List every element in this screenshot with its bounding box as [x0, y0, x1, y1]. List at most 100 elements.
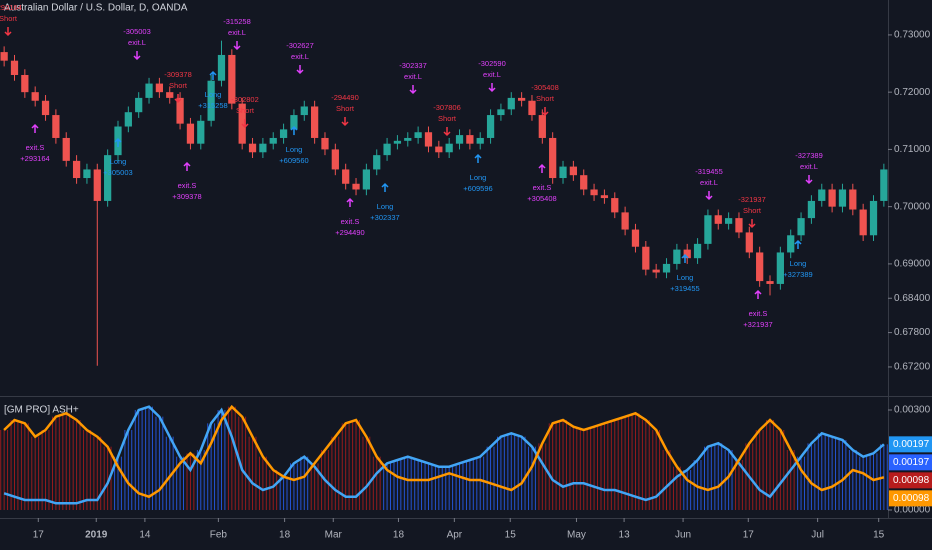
- candle-body: [455, 135, 464, 144]
- candle-body: [279, 129, 288, 138]
- candle-body: [818, 189, 826, 201]
- candle-body: [41, 100, 50, 116]
- trade-arrow: [346, 197, 354, 207]
- x-tick-label: Mar: [325, 530, 343, 541]
- trade-arrow: [241, 119, 249, 129]
- y-tick-label: 0.68400: [894, 293, 931, 304]
- price-badge-label: 0.00098: [893, 493, 930, 504]
- x-tick-label: 15: [505, 530, 517, 541]
- trade-label: +293164: [20, 154, 49, 163]
- trade-label: Long: [677, 273, 694, 282]
- price-badge: [889, 472, 932, 489]
- price-badge-label: 0.00197: [893, 457, 930, 468]
- trade-label: Short: [438, 114, 457, 123]
- x-tick-label: 18: [393, 530, 405, 541]
- candle-body: [528, 100, 536, 116]
- candle-body: [352, 183, 360, 190]
- candle-body: [766, 281, 774, 284]
- candle-body: [155, 83, 164, 93]
- candle-body: [486, 115, 495, 138]
- trade-arrow: [748, 219, 756, 229]
- trade-label: -293164: [0, 3, 22, 12]
- candle-body: [807, 200, 816, 219]
- x-tick-label: 17: [743, 530, 755, 541]
- candle-body: [362, 169, 370, 190]
- trade-label: -294490: [331, 93, 359, 102]
- trade-label: exit.S: [26, 143, 45, 152]
- trade-arrow: [4, 27, 12, 37]
- candle-body: [197, 120, 205, 144]
- candle-body: [724, 218, 733, 224]
- candle-body: [880, 169, 888, 201]
- trade-label: +315258: [198, 101, 227, 110]
- price-badge: [889, 454, 932, 471]
- candle-body: [331, 149, 339, 170]
- candle-body: [72, 160, 81, 179]
- candle-body: [445, 143, 453, 153]
- candle-body: [497, 109, 505, 116]
- y-tick-label: 0.73000: [894, 30, 931, 41]
- candle-body: [259, 143, 267, 153]
- x-tick-label: 18: [279, 530, 291, 541]
- candle-body: [290, 115, 298, 130]
- trade-label: +305003: [103, 168, 132, 177]
- candle-body: [62, 137, 70, 161]
- trade-label: exit.S: [533, 183, 552, 192]
- x-tick-label: Apr: [447, 530, 463, 541]
- candle-body: [52, 115, 60, 138]
- trade-label: +305408: [527, 194, 556, 203]
- trade-label: +302337: [370, 213, 399, 222]
- trade-label: exit.L: [128, 38, 146, 47]
- candle-body: [21, 74, 29, 93]
- candle-body: [228, 54, 236, 104]
- candle-body: [735, 218, 743, 233]
- trade-label: -302627: [286, 41, 314, 50]
- trade-label: -307806: [433, 103, 461, 112]
- y-tick-label: 0.71000: [894, 144, 931, 155]
- trade-label: -302337: [399, 61, 427, 70]
- candle-body: [507, 97, 515, 110]
- trade-label: exit.L: [700, 178, 718, 187]
- candle-body: [414, 132, 422, 138]
- trade-label: Long: [110, 157, 127, 166]
- trade-arrow: [114, 137, 122, 147]
- trade-label: -315258: [223, 17, 251, 26]
- y-tick-label: 0.70000: [894, 201, 931, 212]
- trade-arrow: [705, 191, 713, 201]
- trade-arrow: [409, 85, 417, 95]
- candle-body: [93, 169, 101, 201]
- trade-arrow: [133, 51, 141, 61]
- trade-label: exit.S: [749, 309, 768, 318]
- trade-arrow: [296, 65, 304, 75]
- candle-body: [683, 249, 691, 259]
- trade-label: +294490: [335, 228, 364, 237]
- candle-body: [10, 60, 19, 75]
- candle-body: [393, 140, 402, 144]
- candle-body: [704, 215, 712, 244]
- y-tick-label: 0.00000: [894, 505, 931, 516]
- price-badge-label: 0.00098: [893, 475, 930, 486]
- candle-body: [538, 115, 546, 138]
- chart-title: Australian Dollar / U.S. Dollar, D, OAND…: [4, 3, 188, 14]
- trade-label: Long: [470, 173, 487, 182]
- trade-arrow: [31, 123, 39, 133]
- candle-body: [373, 155, 381, 170]
- candle-body: [145, 83, 153, 98]
- trade-label: Short: [336, 104, 355, 113]
- y-tick-label: 0.67800: [894, 327, 931, 338]
- trade-arrow: [290, 125, 298, 135]
- candle-body: [166, 92, 174, 98]
- trade-arrow: [794, 239, 802, 249]
- trade-label: +609596: [463, 184, 492, 193]
- candle-body: [693, 243, 702, 259]
- y-tick-label: 0.00300: [894, 405, 931, 416]
- trade-label: +327389: [783, 270, 812, 279]
- trade-label: -319455: [695, 167, 723, 176]
- candle-body: [300, 106, 308, 116]
- candle-body: [559, 166, 567, 179]
- candle-body: [207, 80, 215, 121]
- trade-arrow: [805, 175, 813, 185]
- y-tick-label: 0.72000: [894, 87, 931, 98]
- x-tick-label: 13: [619, 530, 631, 541]
